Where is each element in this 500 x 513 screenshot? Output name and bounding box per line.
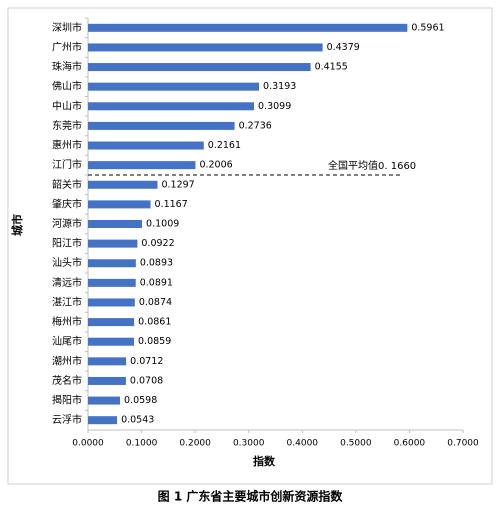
value-label: 0.1009 — [146, 219, 179, 230]
y-tick-label: 肇庆市 — [52, 197, 82, 210]
y-tick-label: 清远市 — [52, 276, 82, 289]
y-tick-label: 河源市 — [52, 217, 82, 230]
bar — [88, 23, 408, 32]
x-tick-label: 0.6000 — [394, 439, 426, 449]
y-tick-label: 东莞市 — [52, 119, 82, 132]
bar — [88, 416, 118, 425]
bar — [88, 121, 235, 130]
value-label: 0.0893 — [140, 258, 173, 269]
chart-border — [7, 7, 493, 485]
bar — [88, 278, 136, 287]
value-label: 0.0708 — [130, 375, 163, 386]
bar — [88, 82, 260, 91]
x-tick-label: 0.2000 — [179, 439, 211, 449]
value-label: 0.4155 — [315, 62, 348, 73]
x-tick-label: 0.5000 — [340, 439, 372, 449]
bar — [88, 376, 126, 385]
y-tick-label: 广州市 — [52, 40, 82, 53]
value-label: 0.2161 — [208, 140, 241, 151]
bar — [88, 318, 135, 327]
bar — [88, 337, 135, 346]
value-label: 0.0861 — [138, 317, 171, 328]
y-tick-label: 茂名市 — [52, 374, 82, 387]
bar — [88, 357, 127, 366]
y-tick-label: 惠州市 — [52, 139, 82, 152]
x-tick-label: 0.7000 — [447, 439, 479, 449]
bar — [88, 141, 204, 150]
value-label: 0.0859 — [138, 336, 171, 347]
y-tick-label: 云浮市 — [52, 413, 82, 426]
value-label: 0.3193 — [263, 81, 296, 92]
y-tick-label: 中山市 — [52, 99, 82, 112]
caption: 图 1 广东省主要城市创新资源指数 — [158, 489, 344, 504]
x-tick-label: 0.4000 — [287, 439, 319, 449]
bar — [88, 180, 158, 189]
bar — [88, 102, 255, 111]
value-label: 0.4379 — [327, 42, 360, 53]
y-tick-label: 江门市 — [52, 158, 82, 171]
x-tick-label: 0.1000 — [126, 439, 158, 449]
bar — [88, 161, 196, 170]
value-label: 0.0543 — [121, 415, 154, 426]
value-label: 0.5961 — [411, 22, 444, 33]
bar — [88, 239, 138, 248]
y-tick-label: 梅州市 — [52, 315, 82, 328]
value-label: 0.1167 — [155, 199, 188, 210]
y-tick-label: 湛江市 — [52, 295, 82, 308]
value-label: 0.0891 — [140, 277, 173, 288]
x-tick-label: 0.3000 — [233, 439, 265, 449]
bar — [88, 43, 323, 52]
value-label: 0.2006 — [199, 160, 232, 171]
y-tick-label: 汕头市 — [52, 256, 82, 269]
bar — [88, 200, 151, 209]
bar — [88, 396, 121, 405]
value-label: 0.1297 — [161, 179, 194, 190]
y-tick-label: 潮州市 — [52, 354, 82, 367]
y-tick-label: 韶关市 — [52, 178, 82, 191]
bar — [88, 63, 311, 72]
value-label: 0.0598 — [124, 395, 157, 406]
value-label: 0.2736 — [239, 120, 272, 131]
value-label: 0.3099 — [258, 101, 291, 112]
value-label: 0.0922 — [141, 238, 174, 249]
average-label: 全国平均值0. 1660 — [328, 159, 416, 172]
y-tick-label: 汕尾市 — [52, 335, 82, 348]
x-axis-label: 指数 — [253, 454, 276, 468]
y-tick-label: 珠海市 — [52, 60, 82, 73]
y-axis-label: 城市 — [10, 214, 24, 236]
value-label: 0.0712 — [130, 356, 163, 367]
y-tick-label: 佛山市 — [52, 80, 82, 93]
bar — [88, 298, 135, 307]
y-tick-label: 阳江市 — [52, 237, 82, 250]
y-tick-label: 揭阳市 — [52, 394, 82, 407]
x-tick-label: 0.0000 — [72, 439, 104, 449]
value-label: 0.0874 — [139, 297, 172, 308]
bar — [88, 220, 143, 228]
bar — [88, 259, 136, 268]
y-tick-label: 深圳市 — [52, 21, 82, 34]
